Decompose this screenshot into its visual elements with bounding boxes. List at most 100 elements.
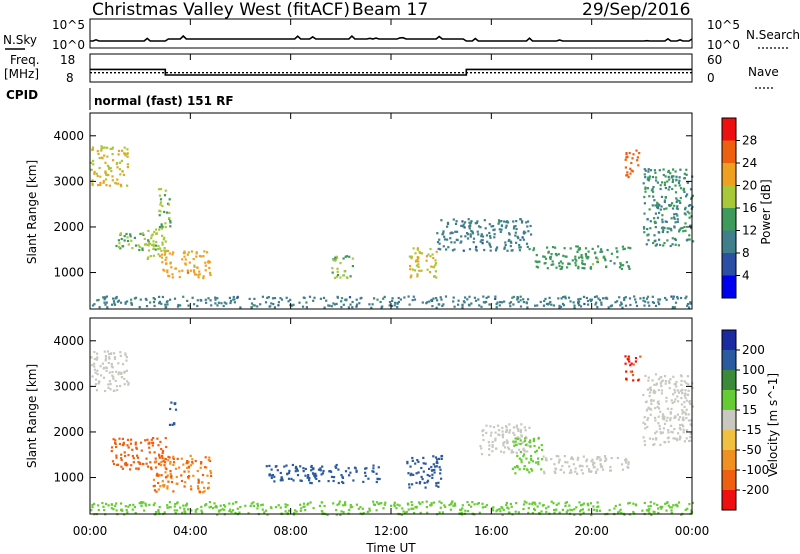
heatmap-cell bbox=[657, 298, 660, 301]
heatmap-cell bbox=[560, 297, 563, 300]
heatmap-cell bbox=[391, 297, 394, 300]
heatmap-cell bbox=[677, 418, 680, 421]
heatmap-cell bbox=[338, 502, 341, 505]
heatmap-cell bbox=[393, 503, 396, 506]
heatmap-cell bbox=[531, 512, 534, 515]
heatmap-cell bbox=[586, 465, 589, 468]
heatmap-cell bbox=[114, 441, 117, 444]
heatmap-cell bbox=[184, 504, 187, 507]
heatmap-cell bbox=[250, 502, 253, 505]
heatmap-cell bbox=[134, 512, 137, 515]
heatmap-cell bbox=[490, 431, 493, 434]
colorbar-swatch bbox=[722, 490, 736, 510]
heatmap-cell bbox=[489, 425, 492, 428]
y-tick-label: 2000 bbox=[53, 220, 84, 234]
heatmap-cell bbox=[666, 180, 669, 183]
heatmap-cell bbox=[657, 389, 660, 392]
heatmap-cell bbox=[450, 502, 453, 506]
heatmap-cell bbox=[197, 480, 200, 483]
heatmap-cell bbox=[196, 304, 199, 308]
heatmap-cell bbox=[674, 398, 677, 401]
heatmap-cell bbox=[662, 244, 665, 247]
colorbar-swatch bbox=[722, 370, 736, 390]
heatmap-cell bbox=[672, 504, 675, 507]
heatmap-cell bbox=[440, 501, 443, 505]
heatmap-cell bbox=[647, 176, 650, 179]
heatmap-cell bbox=[118, 168, 121, 171]
heatmap-cell bbox=[615, 247, 618, 250]
heatmap-cell bbox=[398, 504, 401, 507]
heatmap-cell bbox=[239, 306, 242, 309]
heatmap-cell bbox=[543, 299, 546, 303]
heatmap-cell bbox=[672, 168, 675, 171]
heatmap-cell bbox=[470, 229, 473, 233]
heatmap-cell bbox=[579, 513, 582, 516]
heatmap-cell bbox=[632, 153, 635, 156]
heatmap-cell bbox=[650, 408, 653, 411]
heatmap-cell bbox=[496, 301, 499, 304]
heatmap-cell bbox=[99, 181, 102, 184]
heatmap-cell bbox=[623, 247, 626, 250]
heatmap-cell bbox=[169, 221, 172, 224]
heatmap-cell bbox=[526, 306, 529, 309]
heatmap-cell bbox=[439, 248, 442, 251]
heatmap-cell bbox=[127, 505, 130, 508]
heatmap-cell bbox=[646, 234, 649, 237]
heatmap-cell bbox=[515, 464, 519, 468]
heatmap-cell bbox=[647, 510, 650, 513]
heatmap-cell bbox=[408, 255, 411, 258]
heatmap-cell bbox=[578, 248, 581, 251]
heatmap-cell bbox=[348, 508, 351, 512]
heatmap-cell bbox=[417, 460, 420, 463]
heatmap-cell bbox=[261, 508, 264, 511]
heatmap-cell bbox=[620, 301, 623, 304]
heatmap-cell bbox=[101, 157, 104, 160]
heatmap-cell bbox=[625, 261, 628, 264]
heatmap-cell bbox=[93, 368, 96, 371]
heatmap-cell bbox=[593, 462, 596, 465]
heatmap-cell bbox=[596, 501, 599, 504]
heatmap-cell bbox=[567, 296, 571, 299]
heatmap-cell bbox=[488, 231, 491, 235]
heatmap-cell bbox=[522, 238, 525, 241]
heatmap-cell bbox=[468, 295, 471, 298]
heatmap-cell bbox=[140, 501, 143, 504]
heatmap-cell bbox=[648, 177, 651, 180]
heatmap-cell bbox=[196, 508, 199, 511]
heatmap-cell bbox=[625, 153, 628, 156]
heatmap-cell bbox=[669, 172, 672, 175]
heatmap-cell bbox=[105, 178, 108, 181]
heatmap-cell bbox=[165, 249, 168, 252]
heatmap-cell bbox=[218, 510, 221, 513]
heatmap-cell bbox=[108, 356, 111, 359]
heatmap-cell bbox=[618, 266, 622, 269]
heatmap-cell bbox=[410, 255, 413, 258]
colorbar-swatch bbox=[722, 230, 736, 253]
heatmap-cell bbox=[359, 506, 362, 509]
heatmap-cell bbox=[93, 170, 96, 173]
heatmap-cell bbox=[495, 306, 498, 309]
heatmap-cell bbox=[689, 188, 693, 191]
heatmap-cell bbox=[120, 459, 123, 462]
heatmap-cell bbox=[108, 184, 111, 187]
heatmap-cell bbox=[634, 357, 638, 360]
heatmap-cell bbox=[154, 466, 158, 469]
heatmap-cell bbox=[481, 242, 484, 245]
y-tick-label: 4000 bbox=[53, 129, 84, 143]
heatmap-cell bbox=[684, 392, 687, 395]
heatmap-cell bbox=[442, 230, 445, 233]
heatmap-cell bbox=[417, 260, 420, 263]
heatmap-cell bbox=[646, 187, 649, 190]
heatmap-cell bbox=[656, 503, 659, 506]
heatmap-cell bbox=[509, 502, 512, 506]
heatmap-cell bbox=[124, 352, 127, 355]
heatmap-cell bbox=[594, 471, 598, 474]
heatmap-cell bbox=[292, 479, 295, 482]
heatmap-cell bbox=[375, 480, 378, 484]
heatmap-cell bbox=[169, 469, 172, 473]
heatmap-cell bbox=[287, 300, 290, 303]
heatmap-cell bbox=[663, 375, 667, 378]
heatmap-cell bbox=[96, 299, 99, 302]
heatmap-cell bbox=[687, 383, 690, 386]
heatmap-cell bbox=[581, 262, 584, 265]
